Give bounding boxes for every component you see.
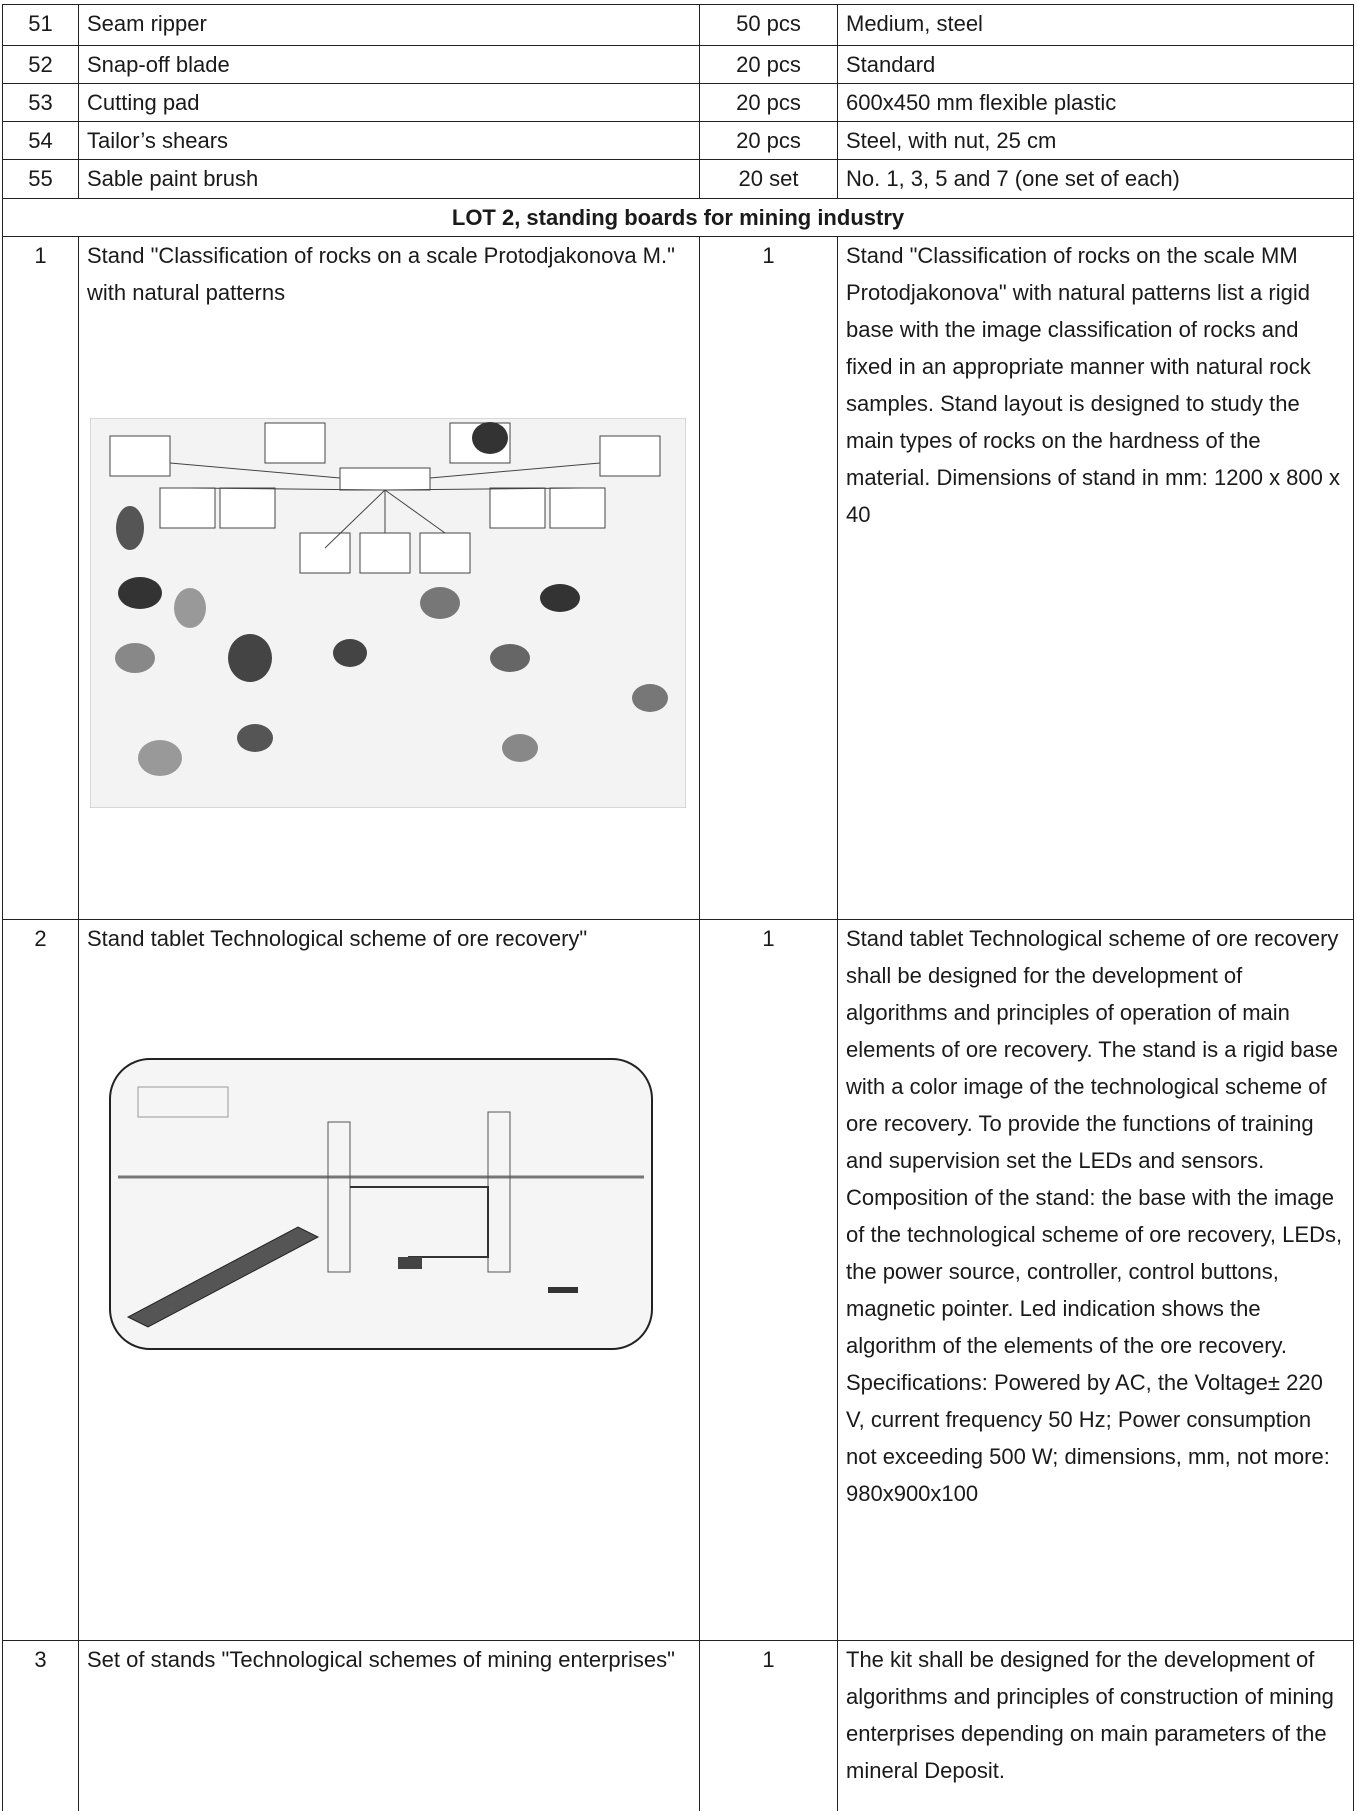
spec-table: 51 Seam ripper 50 pcs Medium, steel 52 Snap-o… [2, 4, 1354, 1811]
item-spec: Medium, steel [837, 4, 1354, 46]
ore-recovery-image [109, 1058, 653, 1350]
table-row: 54 Tailor’s shears 20 pcs Steel, with nut, … [2, 121, 1354, 160]
item-quantity: 1 [699, 1640, 838, 1811]
item-spec: Stand tablet Technological scheme of ore… [837, 919, 1354, 1641]
item-name: Seam ripper [78, 4, 700, 46]
item-number: 3 [2, 1640, 79, 1811]
table-row: 55 Sable paint brush 20 set No. 1, 3, 5 and… [2, 159, 1354, 199]
table-body: 51 Seam ripper 50 pcs Medium, steel 52 Snap-o… [2, 4, 1354, 1811]
item-number: 54 [2, 121, 79, 160]
item-number: 55 [2, 159, 79, 199]
table-row: 3 Set of stands "Technological schemes of… [2, 1640, 1354, 1811]
item-quantity: 1 [699, 919, 838, 1641]
item-spec: 600x450 mm flexible plastic [837, 83, 1354, 122]
item-quantity: 20 pcs [699, 83, 838, 122]
table-row: 51 Seam ripper 50 pcs Medium, steel [2, 4, 1354, 46]
item-spec: No. 1, 3, 5 and 7 (one set of each) [837, 159, 1354, 199]
item-spec: Standard [837, 45, 1354, 84]
table-row: 52 Snap-off blade 20 pcs Standard [2, 45, 1354, 84]
item-name: Sable paint brush [78, 159, 700, 199]
item-number: 53 [2, 83, 79, 122]
item-quantity: 1 [699, 236, 838, 920]
item-quantity: 20 set [699, 159, 838, 199]
item-spec: The kit shall be designed for the develo… [837, 1640, 1354, 1811]
item-quantity: 20 pcs [699, 45, 838, 84]
item-name: Cutting pad [78, 83, 700, 122]
item-number: 1 [2, 236, 79, 920]
rock-stand-image [90, 418, 686, 808]
item-number: 52 [2, 45, 79, 84]
item-quantity: 50 pcs [699, 4, 838, 46]
table-row: 53 Cutting pad 20 pcs 600x450 mm flexible p… [2, 83, 1354, 122]
lot-row: LOT 2, standing boards for mining indust… [2, 198, 1354, 237]
item-number: 2 [2, 919, 79, 1641]
item-quantity: 20 pcs [699, 121, 838, 160]
item-spec: Stand "Classification of rocks on the sc… [837, 236, 1354, 920]
lot-title: LOT 2, standing boards for mining indust… [2, 198, 1354, 237]
item-name: Set of stands "Technological schemes of … [78, 1640, 700, 1811]
item-number: 51 [2, 4, 79, 46]
item-name: Snap-off blade [78, 45, 700, 84]
item-spec: Steel, with nut, 25 cm [837, 121, 1354, 160]
item-name: Tailor’s shears [78, 121, 700, 160]
